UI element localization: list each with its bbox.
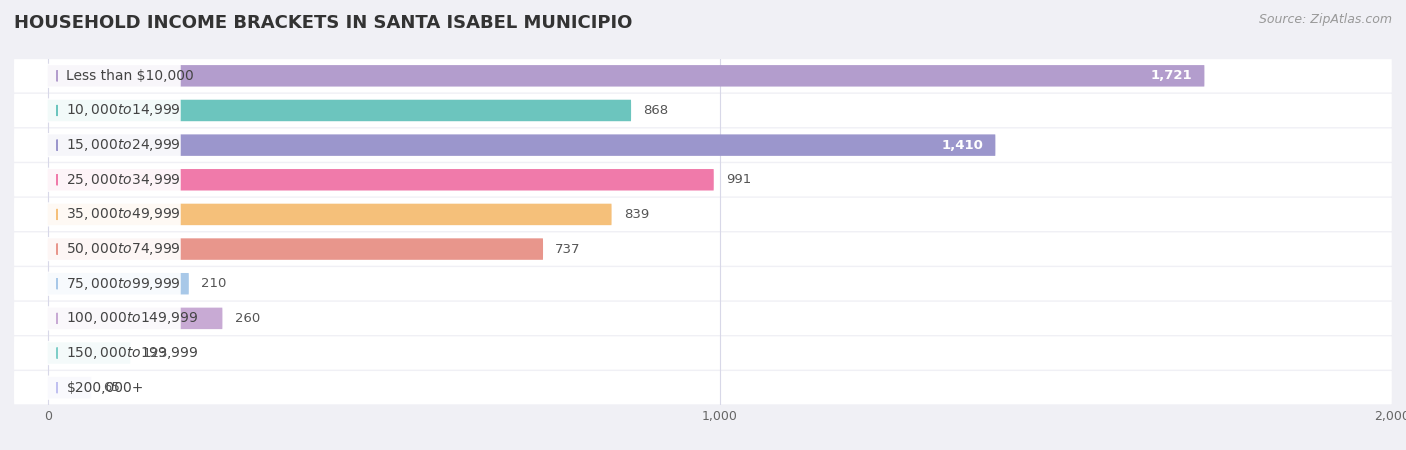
Text: 737: 737 xyxy=(555,243,581,256)
FancyBboxPatch shape xyxy=(48,65,1205,86)
Text: 868: 868 xyxy=(643,104,668,117)
Text: 260: 260 xyxy=(235,312,260,325)
FancyBboxPatch shape xyxy=(14,59,1392,92)
FancyBboxPatch shape xyxy=(14,198,1392,231)
Text: Source: ZipAtlas.com: Source: ZipAtlas.com xyxy=(1258,14,1392,27)
Text: 1,721: 1,721 xyxy=(1150,69,1192,82)
FancyBboxPatch shape xyxy=(48,204,612,225)
Text: $15,000 to $24,999: $15,000 to $24,999 xyxy=(66,137,181,153)
Text: $75,000 to $99,999: $75,000 to $99,999 xyxy=(66,276,181,292)
Text: $100,000 to $149,999: $100,000 to $149,999 xyxy=(66,310,198,326)
Text: 991: 991 xyxy=(725,173,751,186)
Text: $50,000 to $74,999: $50,000 to $74,999 xyxy=(66,241,181,257)
FancyBboxPatch shape xyxy=(14,302,1392,335)
Text: $150,000 to $199,999: $150,000 to $199,999 xyxy=(66,345,198,361)
Text: 210: 210 xyxy=(201,277,226,290)
FancyBboxPatch shape xyxy=(48,135,995,156)
FancyBboxPatch shape xyxy=(14,163,1392,196)
FancyBboxPatch shape xyxy=(14,94,1392,127)
FancyBboxPatch shape xyxy=(48,169,714,190)
FancyBboxPatch shape xyxy=(48,273,188,294)
FancyBboxPatch shape xyxy=(14,371,1392,404)
FancyBboxPatch shape xyxy=(14,337,1392,369)
Text: Less than $10,000: Less than $10,000 xyxy=(66,69,194,83)
Text: 839: 839 xyxy=(624,208,650,221)
FancyBboxPatch shape xyxy=(46,272,181,296)
FancyBboxPatch shape xyxy=(48,342,131,364)
FancyBboxPatch shape xyxy=(14,267,1392,300)
Text: 123: 123 xyxy=(142,346,167,360)
Text: 65: 65 xyxy=(104,381,121,394)
Text: 1,410: 1,410 xyxy=(942,139,983,152)
FancyBboxPatch shape xyxy=(46,376,181,400)
FancyBboxPatch shape xyxy=(48,100,631,121)
FancyBboxPatch shape xyxy=(46,64,181,88)
FancyBboxPatch shape xyxy=(48,238,543,260)
FancyBboxPatch shape xyxy=(46,237,181,261)
Text: $25,000 to $34,999: $25,000 to $34,999 xyxy=(66,172,181,188)
FancyBboxPatch shape xyxy=(46,341,181,365)
FancyBboxPatch shape xyxy=(46,306,181,330)
Text: $10,000 to $14,999: $10,000 to $14,999 xyxy=(66,103,181,118)
FancyBboxPatch shape xyxy=(46,99,181,122)
Text: HOUSEHOLD INCOME BRACKETS IN SANTA ISABEL MUNICIPIO: HOUSEHOLD INCOME BRACKETS IN SANTA ISABE… xyxy=(14,14,633,32)
FancyBboxPatch shape xyxy=(14,129,1392,162)
FancyBboxPatch shape xyxy=(48,308,222,329)
FancyBboxPatch shape xyxy=(46,168,181,192)
Text: $200,000+: $200,000+ xyxy=(66,381,143,395)
FancyBboxPatch shape xyxy=(48,377,91,398)
FancyBboxPatch shape xyxy=(46,202,181,226)
FancyBboxPatch shape xyxy=(14,233,1392,266)
FancyBboxPatch shape xyxy=(46,133,181,157)
Text: $35,000 to $49,999: $35,000 to $49,999 xyxy=(66,207,181,222)
